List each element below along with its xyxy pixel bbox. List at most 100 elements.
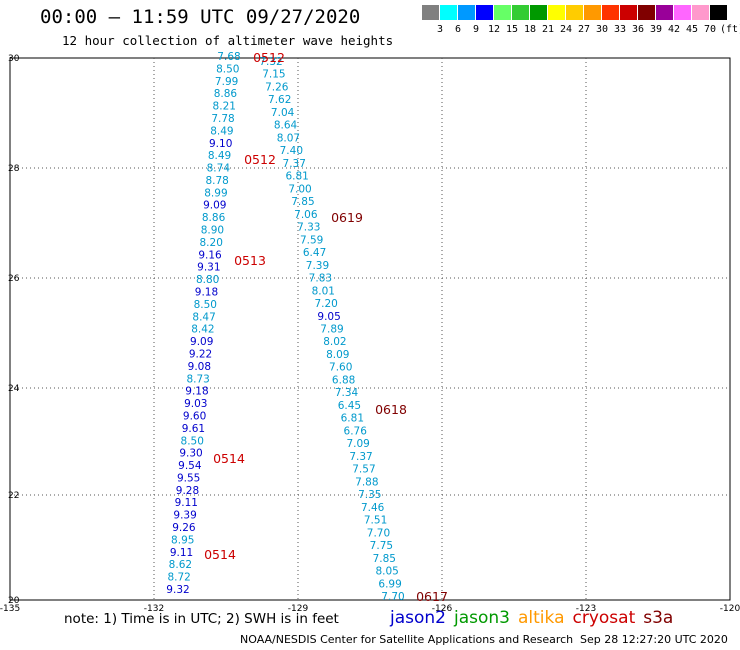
legend-label: 42: [667, 24, 681, 35]
credit-text: NOAA/NESDIS Center for Satellite Applica…: [240, 633, 574, 646]
lon-tick-label: -129: [288, 604, 309, 614]
pass-time-label: 0619: [331, 210, 363, 225]
legend-label: 33: [613, 24, 627, 35]
wave-height-label: 9.30: [179, 448, 202, 460]
wave-height-label: 8.80: [196, 274, 219, 286]
wave-height-label: 7.20: [314, 298, 337, 310]
wave-height-label: 8.49: [208, 150, 231, 162]
wave-height-label: 9.22: [189, 348, 212, 360]
pass-time-label: 0514: [204, 547, 236, 562]
lat-tick-label: 24: [8, 384, 20, 394]
wave-height-label: 8.02: [323, 336, 346, 348]
wave-height-label: 7.70: [367, 527, 390, 539]
wave-height-label: 7.09: [346, 438, 369, 450]
wave-height-label: 9.09: [203, 200, 226, 212]
satellite-jason3: jason3: [454, 608, 510, 628]
wave-height-label: 8.07: [277, 132, 300, 144]
legend-label: 30: [595, 24, 609, 35]
wave-height-label: 7.85: [291, 196, 314, 208]
wave-height-label: 7.37: [283, 158, 306, 170]
wave-height-label: 8.42: [191, 324, 214, 336]
legend-label: 9: [472, 24, 480, 35]
pass-time-label: 0618: [375, 402, 407, 417]
wave-height-label: 7.57: [352, 464, 375, 476]
wave-height-label: 8.50: [194, 299, 217, 311]
legend-swatch: [476, 5, 494, 20]
wave-height-label: 7.35: [358, 489, 381, 501]
footnote: note: 1) Time is in UTC; 2) SWH is in fe…: [64, 611, 339, 627]
wave-height-label: 7.83: [309, 273, 332, 285]
wave-height-label: 7.26: [265, 81, 289, 93]
legend-label: 27: [577, 24, 591, 35]
wave-height-label: 9.09: [190, 336, 213, 348]
wave-height-label: 8.50: [216, 63, 239, 75]
wave-height-label: 7.89: [320, 324, 343, 336]
wave-height-label: 7.51: [364, 515, 387, 527]
wave-height-label: 7.59: [300, 234, 323, 246]
satellite-s3a: s3a: [643, 608, 674, 628]
wave-height-label: 7.99: [215, 76, 238, 88]
wave-height-label: 6.81: [285, 171, 308, 183]
legend-swatch: [440, 5, 458, 20]
wave-height-label: 6.99: [378, 578, 401, 590]
wave-height-label: 7.33: [297, 222, 320, 234]
legend-swatch: [692, 5, 710, 20]
legend-label: 6: [454, 24, 462, 35]
pass-time-label: 0617: [416, 589, 448, 604]
wave-height-label: 6.88: [332, 374, 355, 386]
wave-height-label: 9.31: [197, 262, 220, 274]
legend-label: 12: [487, 24, 501, 35]
legend-swatch: [584, 5, 602, 20]
wave-height-label: 8.50: [181, 435, 204, 447]
wave-height-label: 7.60: [329, 362, 352, 374]
wave-height-label: 7.88: [355, 476, 378, 488]
wave-height-label: 8.73: [186, 373, 209, 385]
wave-height-label: 6.76: [344, 425, 368, 437]
wave-height-label: 7.34: [335, 387, 359, 399]
legend-label: 36: [631, 24, 645, 35]
pass-time-label: 0512: [244, 152, 276, 167]
legend-swatch: [620, 5, 638, 20]
legend-swatch: [674, 5, 692, 20]
legend-swatch: [494, 5, 512, 20]
legend-label: 45: [685, 24, 699, 35]
wave-height-label: 7.46: [361, 502, 385, 514]
wave-height-label: 9.61: [182, 423, 205, 435]
wave-height-label: 7.00: [288, 183, 311, 195]
wave-height-label: 6.45: [338, 400, 361, 412]
wave-height-label: 9.10: [209, 138, 232, 150]
satellite-legend: jason2 jason3 altika cryosat s3a: [390, 608, 681, 628]
legend-swatch: [566, 5, 584, 20]
page-subtitle: 12 hour collection of altimeter wave hei…: [62, 33, 394, 48]
wave-height-label: 7.78: [211, 113, 234, 125]
map-frame: [9, 57, 731, 601]
wave-height-label: 9.60: [183, 410, 206, 422]
legend-label: 21: [541, 24, 555, 35]
wave-height-label: 7.15: [262, 69, 285, 81]
wave-height-label: 9.03: [184, 398, 207, 410]
wave-height-label: 7.40: [280, 145, 303, 157]
wave-height-label: 9.26: [172, 522, 196, 534]
wave-height-label: 7.68: [217, 51, 240, 63]
wave-height-label: 9.11: [175, 497, 198, 509]
wave-height-label: 8.78: [205, 175, 228, 187]
wave-height-label: 9.11: [170, 547, 193, 559]
lon-tick-label: -135: [0, 604, 20, 614]
legend-swatch: [458, 5, 476, 20]
wave-height-label: 7.62: [268, 94, 291, 106]
wave-height-label: 8.20: [200, 237, 223, 249]
legend-swatch: [710, 5, 728, 20]
wave-height-label: 9.55: [177, 472, 200, 484]
pass-time-label: 0513: [234, 253, 266, 268]
legend-swatch: [602, 5, 620, 20]
wave-height-label: 8.47: [192, 311, 215, 323]
wave-height-label: 6.47: [303, 247, 326, 259]
wave-height-label: 7.85: [373, 553, 396, 565]
satellite-cryosat: cryosat: [572, 608, 636, 628]
lat-tick-label: 22: [8, 491, 19, 501]
lon-tick-label: -132: [144, 604, 164, 614]
pass-time-label: 0512: [253, 50, 285, 65]
legend-label: 3: [436, 24, 444, 35]
legend-swatch: [422, 5, 440, 20]
